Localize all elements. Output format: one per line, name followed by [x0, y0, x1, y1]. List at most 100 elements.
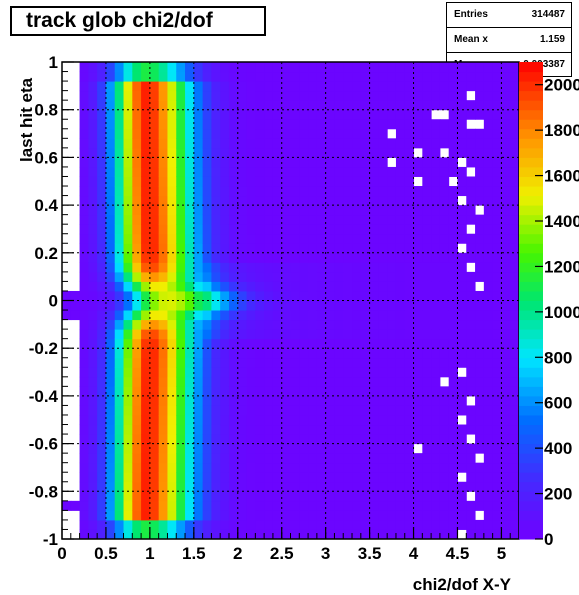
- heatmap-cell: [325, 100, 335, 111]
- heatmap-cell: [88, 90, 98, 101]
- heatmap-cell: [299, 224, 309, 235]
- heatmap-cell: [501, 338, 511, 349]
- heatmap-cell: [211, 414, 221, 426]
- heatmap-cell: [114, 290, 125, 301]
- heatmap-cell: [387, 481, 397, 492]
- heatmap-cell: [439, 186, 450, 197]
- heatmap-cell: [466, 100, 476, 111]
- heatmap-cell: [483, 376, 494, 387]
- heatmap-cell: [316, 510, 327, 521]
- heatmap-cell: [413, 166, 423, 177]
- heatmap-cell: [79, 147, 89, 158]
- heatmap-cell: [316, 71, 327, 82]
- heatmap-cell: [228, 319, 239, 330]
- heatmap-cell: [202, 357, 212, 368]
- heatmap-cell: [316, 472, 327, 483]
- y-tick-label: 0.4: [34, 196, 58, 215]
- heatmap-cell: [290, 233, 300, 244]
- heatmap-cell: [369, 281, 379, 292]
- heatmap-cell: [202, 405, 212, 416]
- heatmap-cell: [510, 224, 520, 235]
- heatmap-cell: [228, 195, 239, 206]
- heatmap-cell: [281, 319, 291, 330]
- heatmap-cell: [483, 348, 494, 359]
- heatmap-cell: [176, 214, 186, 225]
- heatmap-cell: [369, 434, 379, 445]
- heatmap-cell: [290, 205, 300, 216]
- heatmap-cell: [422, 386, 432, 397]
- heatmap-cell: [114, 224, 125, 235]
- heatmap-cell: [475, 300, 485, 311]
- heatmap-cell: [439, 443, 450, 454]
- heatmap-cell: [439, 252, 450, 263]
- heatmap-cell: [114, 519, 125, 530]
- heatmap-cell: [510, 157, 520, 168]
- heatmap-cell: [281, 367, 291, 378]
- heatmap-cell: [97, 472, 107, 483]
- heatmap-cell: [431, 453, 441, 464]
- heatmap-cell: [395, 405, 406, 416]
- heatmap-cell: [228, 243, 239, 254]
- heatmap-cell: [466, 271, 476, 282]
- heatmap-cell: [237, 367, 248, 378]
- heatmap-cell: [510, 395, 520, 406]
- heatmap-cell: [334, 186, 344, 197]
- heatmap-cell: [193, 214, 204, 225]
- heatmap-cell: [343, 62, 353, 73]
- heatmap-cell: [457, 338, 467, 349]
- heatmap-cell: [255, 100, 265, 111]
- heatmap-cell: [88, 519, 98, 530]
- heatmap-cell: [246, 290, 256, 301]
- heatmap-cell: [246, 71, 256, 82]
- heatmap-cell: [501, 81, 511, 92]
- palette-segment: [519, 338, 543, 349]
- heatmap-cell: [413, 338, 423, 349]
- heatmap-cell: [105, 119, 116, 130]
- heatmap-cell: [167, 310, 177, 321]
- heatmap-cell: [316, 119, 327, 130]
- heatmap-cell: [290, 281, 300, 292]
- heatmap-cell: [220, 100, 230, 111]
- heatmap-cell: [387, 529, 397, 540]
- heatmap-cell: [264, 81, 274, 92]
- heatmap-cell: [352, 386, 362, 397]
- heatmap-cell: [79, 491, 89, 502]
- heatmap-cell: [422, 329, 432, 340]
- heatmap-cell: [422, 138, 432, 149]
- heatmap-cell: [475, 252, 485, 263]
- heatmap-cell: [439, 290, 450, 301]
- heatmap-cell: [167, 319, 177, 330]
- heatmap-cell: [220, 462, 230, 473]
- palette-segment: [519, 529, 543, 540]
- heatmap-cell: [211, 147, 221, 158]
- heatmap-cell: [404, 290, 415, 301]
- heatmap-cell: [360, 243, 371, 254]
- heatmap-cell: [316, 186, 327, 197]
- heatmap-cell: [158, 357, 168, 368]
- heatmap-cell: [193, 348, 204, 359]
- heatmap-cell: [202, 271, 212, 282]
- heatmap-cell: [439, 424, 450, 435]
- heatmap-cell: [422, 262, 432, 273]
- heatmap-cell: [308, 90, 318, 101]
- heatmap-cell: [492, 300, 502, 311]
- heatmap-cell: [211, 338, 221, 349]
- heatmap-cell: [387, 472, 397, 483]
- heatmap-cell: [114, 529, 125, 540]
- heatmap-cell: [413, 252, 423, 263]
- heatmap-cell: [360, 367, 371, 378]
- heatmap-cell: [369, 462, 379, 473]
- heatmap-cell: [422, 100, 432, 111]
- heatmap-cell: [483, 262, 494, 273]
- heatmap-cell: [352, 319, 362, 330]
- heatmap-cell: [395, 81, 406, 92]
- heatmap-cell: [228, 100, 239, 111]
- heatmap-cell: [193, 271, 204, 282]
- heatmap-cell: [193, 243, 204, 254]
- heatmap-cell: [149, 176, 160, 187]
- heatmap-cell: [413, 119, 423, 130]
- heatmap-cell: [316, 300, 327, 311]
- heatmap-cell: [457, 147, 467, 158]
- heatmap-cell: [149, 491, 160, 502]
- heatmap-cell: [466, 214, 476, 225]
